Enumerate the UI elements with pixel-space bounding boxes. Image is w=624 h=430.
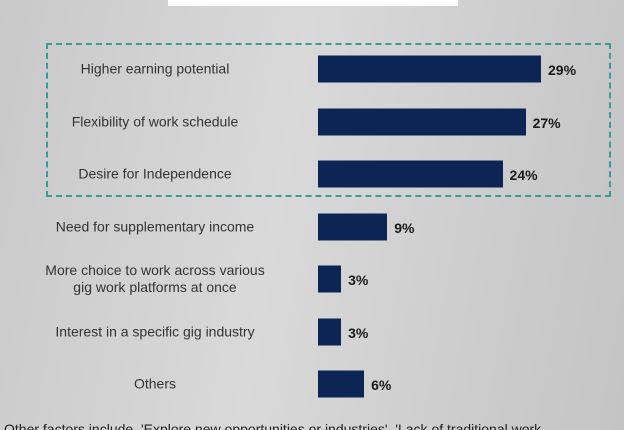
category-label: Desire for Independence (78, 165, 232, 182)
category-label: Higher earning potential (80, 60, 230, 77)
value-label: 3% (348, 272, 369, 288)
bar (318, 55, 541, 83)
category-label: Need for supplementary income (55, 218, 255, 234)
category-label: Others (133, 375, 176, 392)
footnote: Other factors include, 'Explore new oppo… (4, 421, 542, 430)
value-label: 3% (348, 324, 369, 341)
bar (318, 108, 526, 135)
bar (318, 213, 388, 240)
title-box (168, 0, 458, 6)
category-label: More choice to work across various gig w… (45, 262, 265, 295)
category-label: Interest in a specific gig industry (55, 323, 255, 339)
value-label: 24% (509, 167, 538, 183)
category-label: Flexibility of work schedule (71, 113, 239, 129)
bar (318, 318, 342, 345)
bar (318, 160, 503, 188)
value-label: 27% (532, 114, 561, 131)
highlight-box (46, 43, 611, 197)
value-label: 6% (371, 377, 392, 393)
bar (318, 370, 365, 398)
value-label: 9% (394, 219, 415, 236)
value-label: 29% (548, 62, 577, 78)
bar (318, 265, 342, 293)
